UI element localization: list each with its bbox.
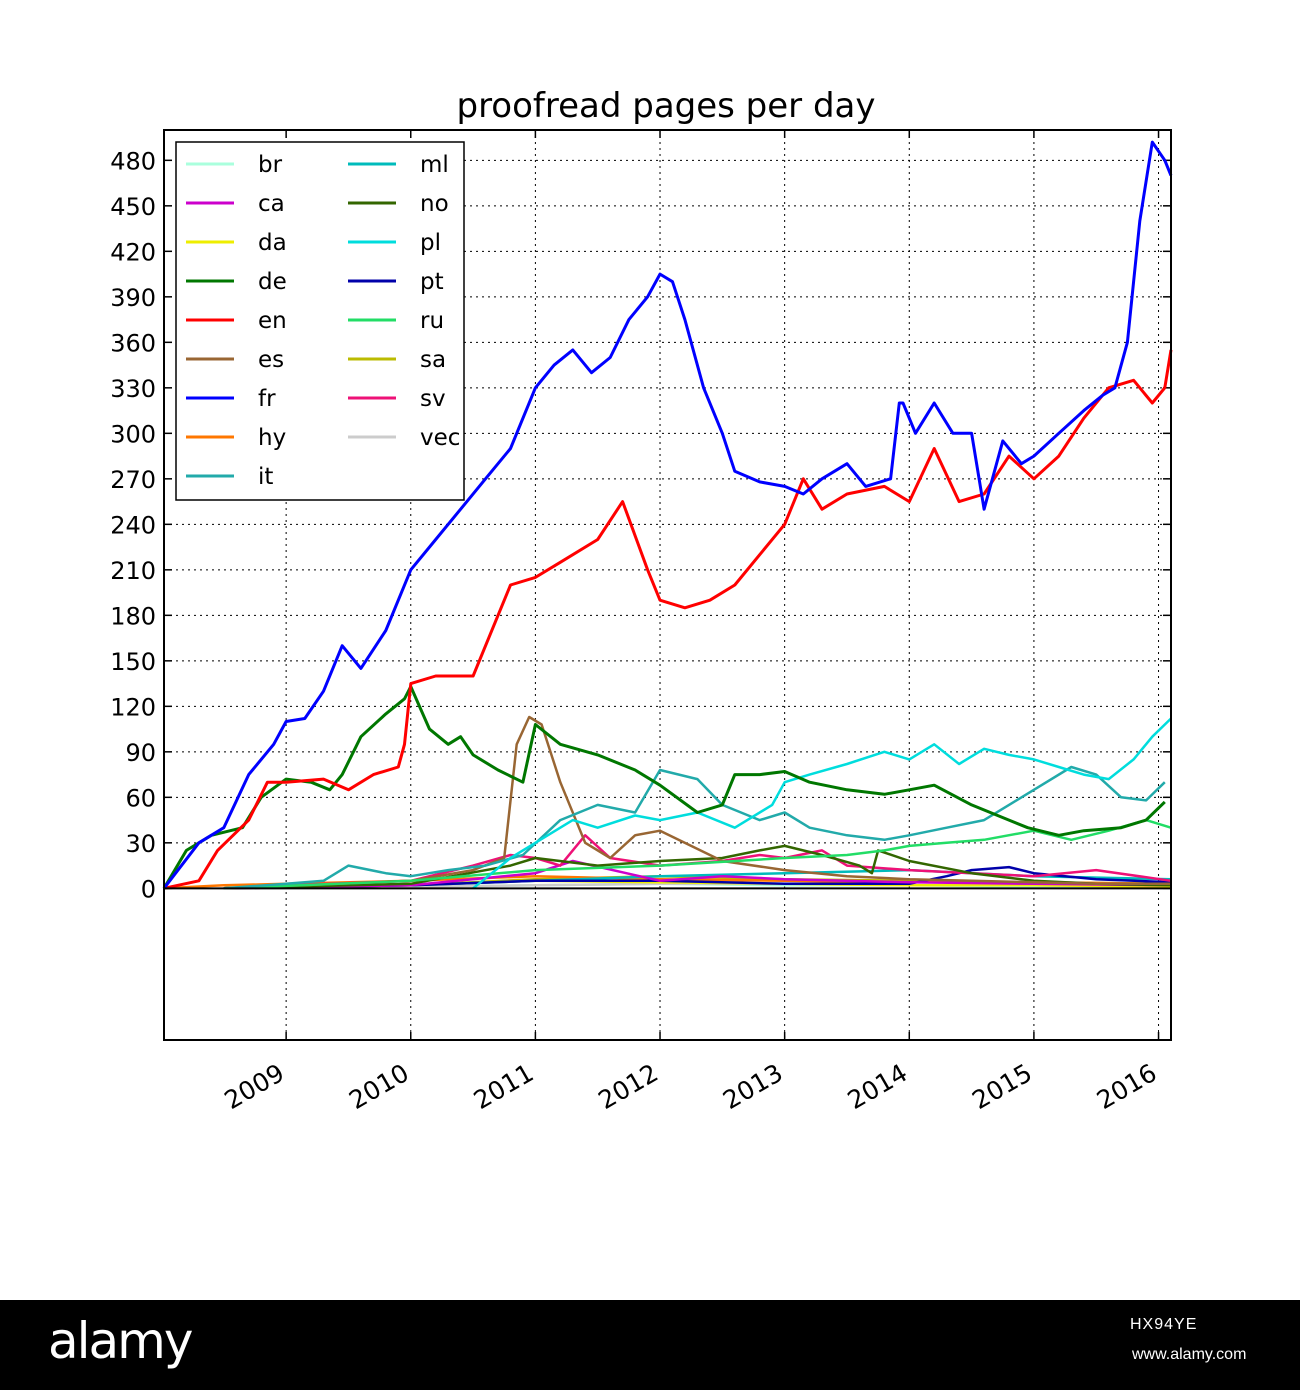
legend-label-sv: sv bbox=[420, 386, 446, 412]
y-tick-label: 150 bbox=[110, 648, 156, 676]
site-url: www.alamy.com bbox=[1132, 1346, 1247, 1363]
y-axis: 0 30 60 90 120 150 180 210 240 270 300 330 360 390 420… bbox=[110, 147, 1171, 903]
legend-label-ru: ru bbox=[420, 308, 444, 334]
series-line-fr bbox=[162, 140, 1173, 890]
y-tick-label: 30 bbox=[125, 830, 156, 858]
legend-label-fr: fr bbox=[258, 386, 276, 412]
x-tick-label: 2013 bbox=[718, 1058, 788, 1115]
y-tick-label: 120 bbox=[110, 693, 156, 721]
series-line-en bbox=[163, 349, 1173, 890]
legend-label-sa: sa bbox=[420, 347, 446, 373]
y-tick-label: 300 bbox=[110, 420, 156, 448]
y-tick-label: 390 bbox=[110, 284, 156, 312]
series-line-ca bbox=[223, 859, 1172, 890]
x-tick-label: 2012 bbox=[593, 1058, 663, 1115]
y-tick-label: 360 bbox=[110, 329, 156, 357]
legend-label-no: no bbox=[420, 191, 449, 217]
image-code: HX94YE bbox=[1130, 1316, 1198, 1333]
legend-label-da: da bbox=[258, 230, 287, 256]
legend-label-it: it bbox=[258, 464, 273, 490]
legend-label-en: en bbox=[258, 308, 287, 334]
y-tick-label: 420 bbox=[110, 238, 156, 266]
y-tick-label: 60 bbox=[125, 784, 156, 812]
legend-label-de: de bbox=[258, 269, 287, 295]
y-tick-label: 330 bbox=[110, 375, 156, 403]
legend-label-pl: pl bbox=[420, 230, 441, 256]
y-tick-label: 90 bbox=[125, 739, 156, 767]
brand-logo: alamy bbox=[48, 1312, 193, 1370]
chart: proofread pages per day 0 30 60 90 120 150 180… bbox=[110, 86, 1173, 1115]
y-tick-label: 240 bbox=[110, 511, 156, 539]
series-line-no bbox=[223, 844, 1172, 890]
y-tick-label: 450 bbox=[110, 193, 156, 221]
x-tick-label: 2011 bbox=[469, 1058, 539, 1115]
plot-frame bbox=[163, 129, 1172, 1041]
legend-label-ml: ml bbox=[420, 152, 449, 178]
x-tick-label: 2009 bbox=[220, 1058, 290, 1115]
x-tick-label: 2010 bbox=[344, 1058, 414, 1115]
legend-label-ca: ca bbox=[258, 191, 285, 217]
x-tick-label: 2015 bbox=[967, 1058, 1037, 1115]
x-tick-label: 2016 bbox=[1092, 1058, 1162, 1115]
x-tick-label: 2014 bbox=[843, 1058, 913, 1115]
y-tick-label: 0 bbox=[141, 875, 156, 903]
legend-label-es: es bbox=[258, 347, 284, 373]
series-line-es bbox=[223, 715, 1171, 890]
y-tick-label: 210 bbox=[110, 557, 156, 585]
series-line-it bbox=[223, 765, 1166, 890]
y-tick-label: 180 bbox=[110, 602, 156, 630]
legend: br ca da de en es fr hy it ml no pl pt ru sa sv vec bbox=[175, 141, 465, 501]
series-line-pl bbox=[472, 717, 1172, 890]
chart-title: proofread pages per day bbox=[456, 86, 875, 126]
legend-label-pt: pt bbox=[420, 269, 444, 295]
series-lines bbox=[162, 140, 1173, 890]
series-line-ru bbox=[223, 818, 1172, 890]
watermark-banner: alamy HX94YE www.alamy.com bbox=[0, 1300, 1300, 1390]
legend-label-hy: hy bbox=[258, 425, 286, 451]
legend-label-br: br bbox=[258, 152, 283, 178]
legend-label-vec: vec bbox=[420, 425, 460, 451]
series-line-de bbox=[162, 685, 1166, 890]
y-tick-label: 270 bbox=[110, 466, 156, 494]
y-tick-label: 480 bbox=[110, 147, 156, 175]
